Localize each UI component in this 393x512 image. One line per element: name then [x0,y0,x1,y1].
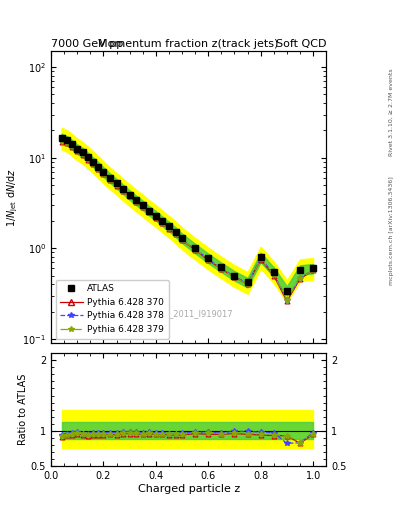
X-axis label: Charged particle z: Charged particle z [138,483,240,494]
Y-axis label: $1/N_\mathrm{jet}\ \mathrm{d}N/\mathrm{d}z$: $1/N_\mathrm{jet}\ \mathrm{d}N/\mathrm{d… [5,167,20,227]
Text: ATLAS_2011_I919017: ATLAS_2011_I919017 [144,309,233,318]
Y-axis label: Ratio to ATLAS: Ratio to ATLAS [18,374,28,445]
Text: 7000 GeV pp: 7000 GeV pp [51,38,123,49]
Title: Momentum fraction z(track jets): Momentum fraction z(track jets) [99,39,279,49]
Text: mcplots.cern.ch [arXiv:1306.3436]: mcplots.cern.ch [arXiv:1306.3436] [389,176,393,285]
Text: Soft QCD: Soft QCD [276,38,326,49]
Text: Rivet 3.1.10, ≥ 2.7M events: Rivet 3.1.10, ≥ 2.7M events [389,69,393,157]
Legend: ATLAS, Pythia 6.428 370, Pythia 6.428 378, Pythia 6.428 379: ATLAS, Pythia 6.428 370, Pythia 6.428 37… [55,280,169,338]
